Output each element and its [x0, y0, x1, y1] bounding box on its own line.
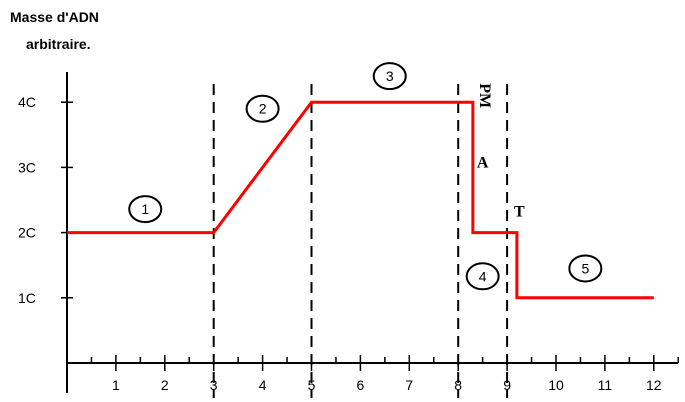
- y-tick-label-2C: 2C: [18, 225, 36, 241]
- phase-circle-3: [372, 62, 407, 91]
- phase-label-5: 5: [581, 260, 589, 276]
- annotation-T: T: [514, 203, 525, 220]
- x-tick-label-11: 11: [598, 377, 613, 393]
- chart-labels: 1 2 3 4 5 PM A T: [128, 62, 603, 291]
- x-tick-label-9: 9: [503, 377, 511, 393]
- x-tick-label-3: 3: [210, 377, 218, 393]
- y-tick-label-3C: 3C: [18, 159, 36, 175]
- y-axis-title-line1: Masse d'ADN: [10, 9, 99, 25]
- x-tick-label-12: 12: [646, 377, 662, 393]
- phase-circle-4: [465, 262, 500, 291]
- phase-label-3: 3: [386, 68, 394, 84]
- x-tick-label-10: 10: [548, 377, 564, 393]
- phase-label-4: 4: [479, 268, 487, 284]
- series-line-0: [67, 100, 654, 300]
- series: [67, 100, 654, 300]
- phase-label-2: 2: [259, 101, 267, 117]
- phase-circle-2: [245, 94, 280, 123]
- phase-label-1: 1: [141, 201, 149, 217]
- x-tick-label-4: 4: [259, 377, 267, 393]
- x-tick-label-8: 8: [454, 377, 462, 393]
- dashed-lines: [212, 84, 509, 398]
- x-tick-label-6: 6: [357, 377, 365, 393]
- x-tick-label-2: 2: [161, 377, 169, 393]
- y-tick-label-1C: 1C: [18, 290, 36, 306]
- phase-circle-5: [568, 254, 603, 283]
- x-tick-label-5: 5: [308, 377, 316, 393]
- y-axis-title-line2: arbitraire.: [26, 36, 91, 52]
- y-tick-label-4C: 4C: [18, 94, 36, 110]
- annotation-PM: PM: [476, 83, 493, 108]
- x-tick-label-7: 7: [405, 377, 413, 393]
- x-tick-label-1: 1: [112, 377, 120, 393]
- phase-circle-1: [128, 195, 163, 224]
- annotation-A: A: [477, 154, 489, 171]
